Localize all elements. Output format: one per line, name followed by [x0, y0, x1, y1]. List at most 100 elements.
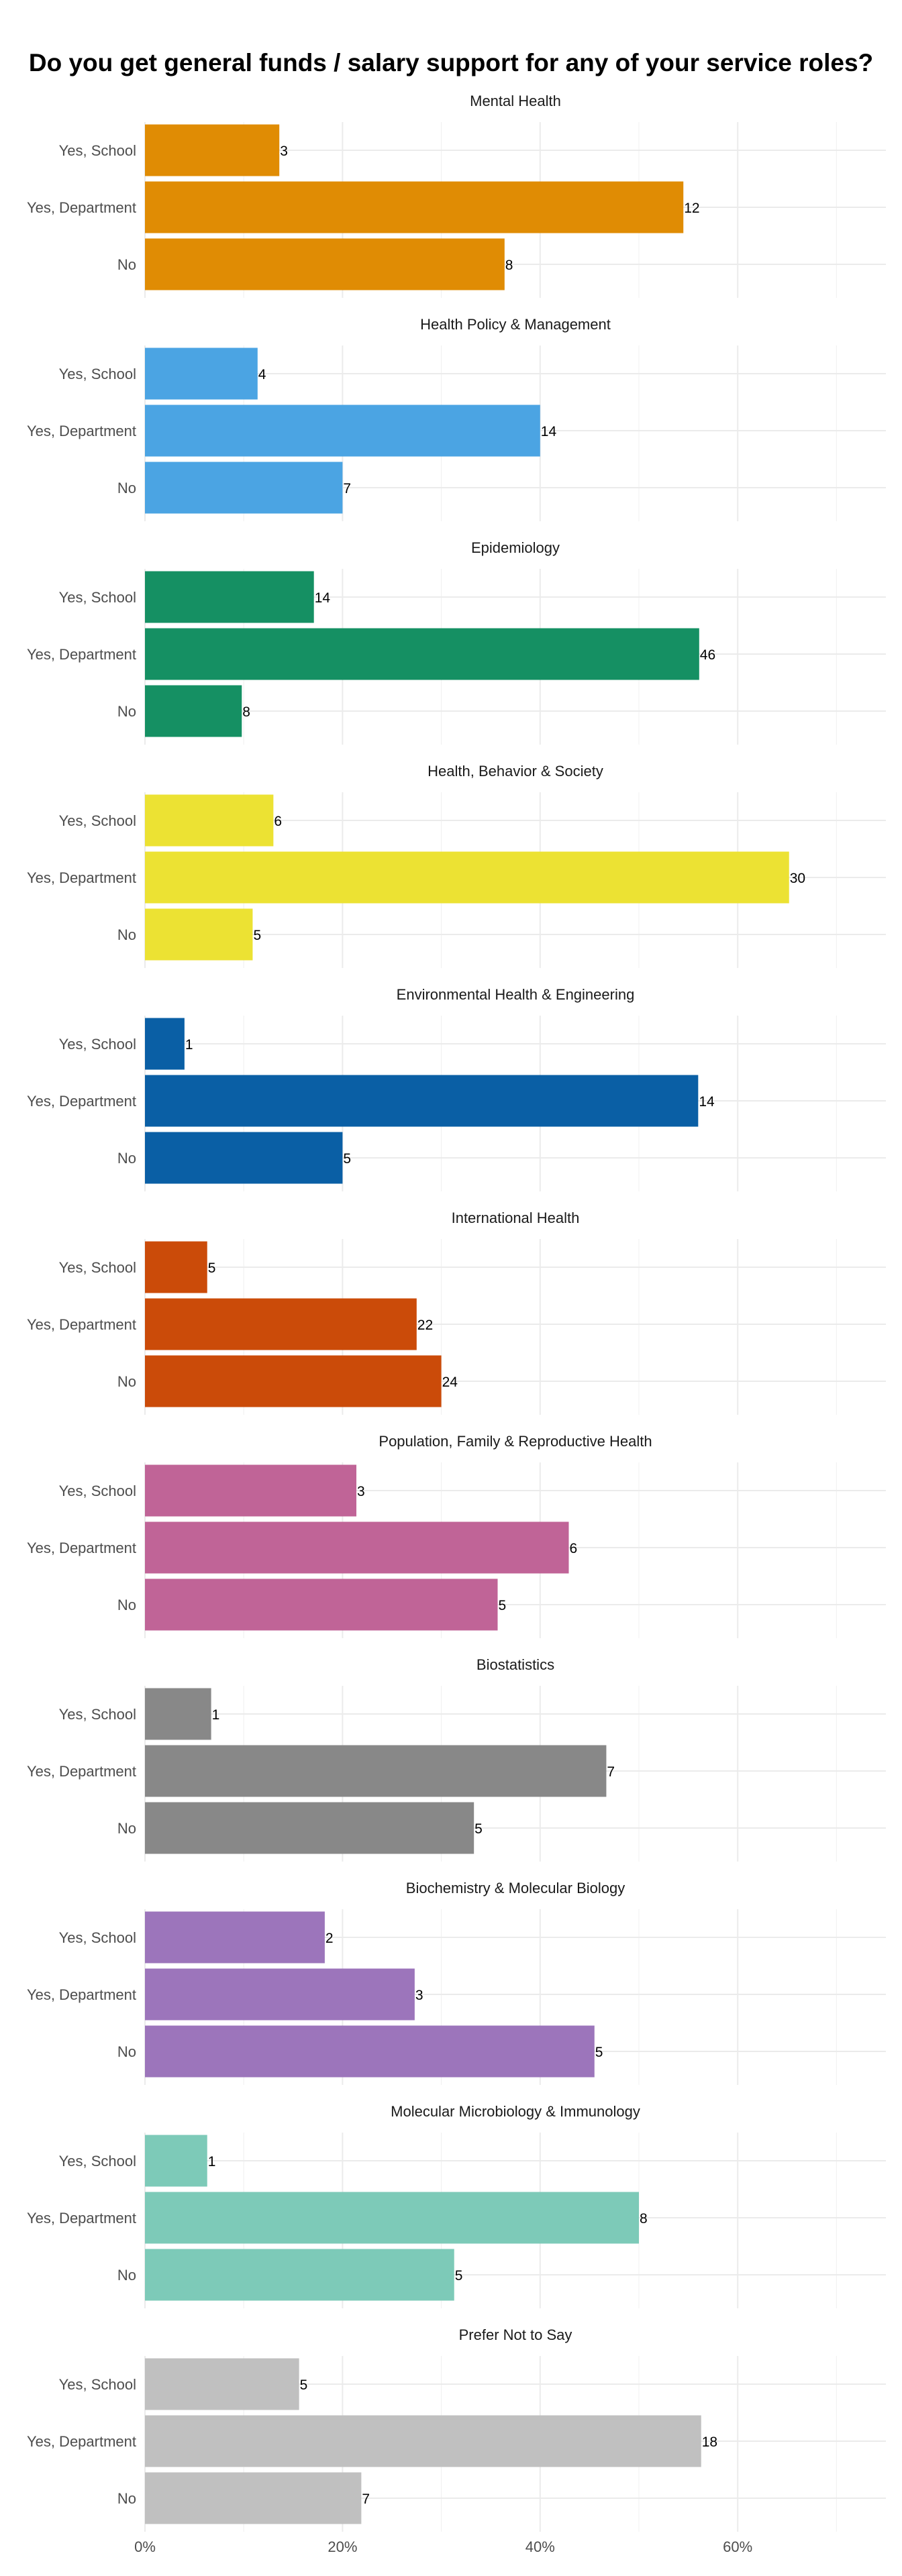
y-tick-label: No [117, 256, 136, 273]
y-tick-label: No [117, 1597, 136, 1613]
bar-count-label: 14 [541, 424, 557, 439]
bar-count-label: 2 [325, 1931, 334, 1946]
bar [145, 124, 280, 176]
facet-title: Population, Family & Reproductive Health [379, 1433, 652, 1450]
bar-count-label: 3 [415, 1988, 423, 2003]
facet-panel: Prefer Not to Say 5 Yes, School 18 Yes, Depa… [27, 2326, 886, 2532]
bar [145, 1521, 569, 1574]
y-tick-label: No [117, 2267, 136, 2284]
bar-count-label: 8 [505, 258, 513, 273]
bar-count-label: 1 [208, 2154, 216, 2169]
facet-panel: Epidemiology 14 Yes, School 46 Yes, Departme… [27, 539, 886, 745]
y-tick-label: Yes, School [59, 1929, 136, 1946]
bar [145, 851, 789, 904]
bar-count-label: 7 [607, 1764, 615, 1780]
y-tick-label: No [117, 1373, 136, 1390]
bar-count-label: 46 [700, 647, 715, 663]
y-tick-label: Yes, Department [27, 2210, 136, 2226]
bar [145, 238, 505, 290]
x-tick-label: 60% [723, 2538, 752, 2555]
y-tick-label: Yes, Department [27, 1316, 136, 1333]
bar [145, 1578, 498, 1631]
y-tick-label: Yes, School [59, 1036, 136, 1053]
bar-count-label: 5 [595, 2045, 603, 2060]
y-tick-label: No [117, 1150, 136, 1167]
bar-count-label: 1 [185, 1037, 193, 1053]
bar-count-label: 6 [569, 1541, 577, 1556]
bar-count-label: 5 [499, 1598, 507, 1613]
facet-title: Health, Behavior & Society [428, 763, 603, 780]
bar-count-label: 5 [208, 1260, 216, 1276]
facet-title: Epidemiology [471, 539, 560, 556]
y-tick-label: Yes, Department [27, 199, 136, 216]
facet-title: Health Policy & Management [420, 316, 611, 333]
facet-panel: Health, Behavior & Society 6 Yes, School 30… [27, 763, 886, 968]
bar-count-label: 6 [274, 814, 282, 829]
y-tick-label: No [117, 926, 136, 943]
bar [145, 2192, 639, 2244]
x-tick-label: 20% [328, 2538, 357, 2555]
bar [145, 685, 242, 737]
bar [145, 571, 314, 623]
y-tick-label: Yes, School [59, 2153, 136, 2169]
bar [145, 2415, 701, 2467]
bar [145, 1075, 699, 1127]
x-tick-label: 40% [525, 2538, 555, 2555]
bar [145, 1911, 325, 1964]
bar [145, 181, 684, 233]
facet-title: International Health [452, 1210, 580, 1226]
bar [145, 1132, 343, 1184]
bar-count-label: 8 [640, 2211, 648, 2226]
y-tick-label: Yes, Department [27, 2433, 136, 2450]
bar [145, 1968, 415, 2021]
bar [145, 462, 343, 514]
y-tick-label: Yes, Department [27, 1763, 136, 1780]
chart-title: Do you get general funds / salary suppor… [29, 49, 873, 76]
y-tick-label: Yes, School [59, 142, 136, 159]
bar [145, 405, 540, 457]
facet-panel: Environmental Health & Engineering 1 Yes, … [27, 986, 886, 1191]
y-tick-label: No [117, 703, 136, 720]
y-tick-label: No [117, 1820, 136, 1837]
bar-count-label: 4 [258, 367, 266, 382]
bar-count-label: 5 [300, 2377, 308, 2393]
y-tick-label: Yes, Department [27, 1093, 136, 1110]
bar [145, 347, 258, 400]
bar-count-label: 22 [417, 1318, 433, 1333]
bar-count-label: 7 [362, 2491, 370, 2507]
bar-count-label: 5 [455, 2268, 463, 2284]
bar-count-label: 24 [442, 1375, 458, 1390]
bar-count-label: 3 [280, 144, 288, 159]
facet-panel: International Health 5 Yes, School 22 Yes, D… [27, 1210, 886, 1415]
facet-panel: Biostatistics 1 Yes, School 7 Yes, Departmen… [27, 1656, 886, 1862]
y-tick-label: No [117, 480, 136, 496]
facet-title: Biochemistry & Molecular Biology [406, 1880, 625, 1896]
bar [145, 2472, 362, 2524]
y-tick-label: Yes, Department [27, 1986, 136, 2003]
facet-title: Prefer Not to Say [459, 2326, 572, 2343]
bar-count-label: 5 [474, 1821, 483, 1837]
x-axis: 0% 20% 40% 60% [134, 2538, 752, 2555]
y-tick-label: Yes, Department [27, 869, 136, 886]
y-tick-label: Yes, School [59, 366, 136, 382]
bar-count-label: 5 [343, 1151, 351, 1167]
bar [145, 908, 253, 961]
y-tick-label: No [117, 2490, 136, 2507]
bar [145, 1018, 185, 1070]
y-tick-label: Yes, Department [27, 646, 136, 663]
bar [145, 2025, 595, 2078]
facet-title: Molecular Microbiology & Immunology [391, 2103, 640, 2120]
y-tick-label: Yes, Department [27, 1540, 136, 1556]
bar-count-label: 12 [684, 201, 699, 216]
facet-panel: Biochemistry & Molecular Biology 2 Yes, Sc… [27, 1880, 886, 2085]
bar-count-label: 14 [315, 590, 331, 606]
facet-panel: Population, Family & Reproductive Health… [27, 1433, 886, 1638]
bar [145, 1355, 442, 1407]
bar-count-label: 7 [343, 481, 351, 496]
y-tick-label: Yes, School [59, 1259, 136, 1276]
bar [145, 2358, 299, 2410]
y-tick-label: Yes, School [59, 1483, 136, 1499]
bar-count-label: 30 [790, 871, 805, 886]
